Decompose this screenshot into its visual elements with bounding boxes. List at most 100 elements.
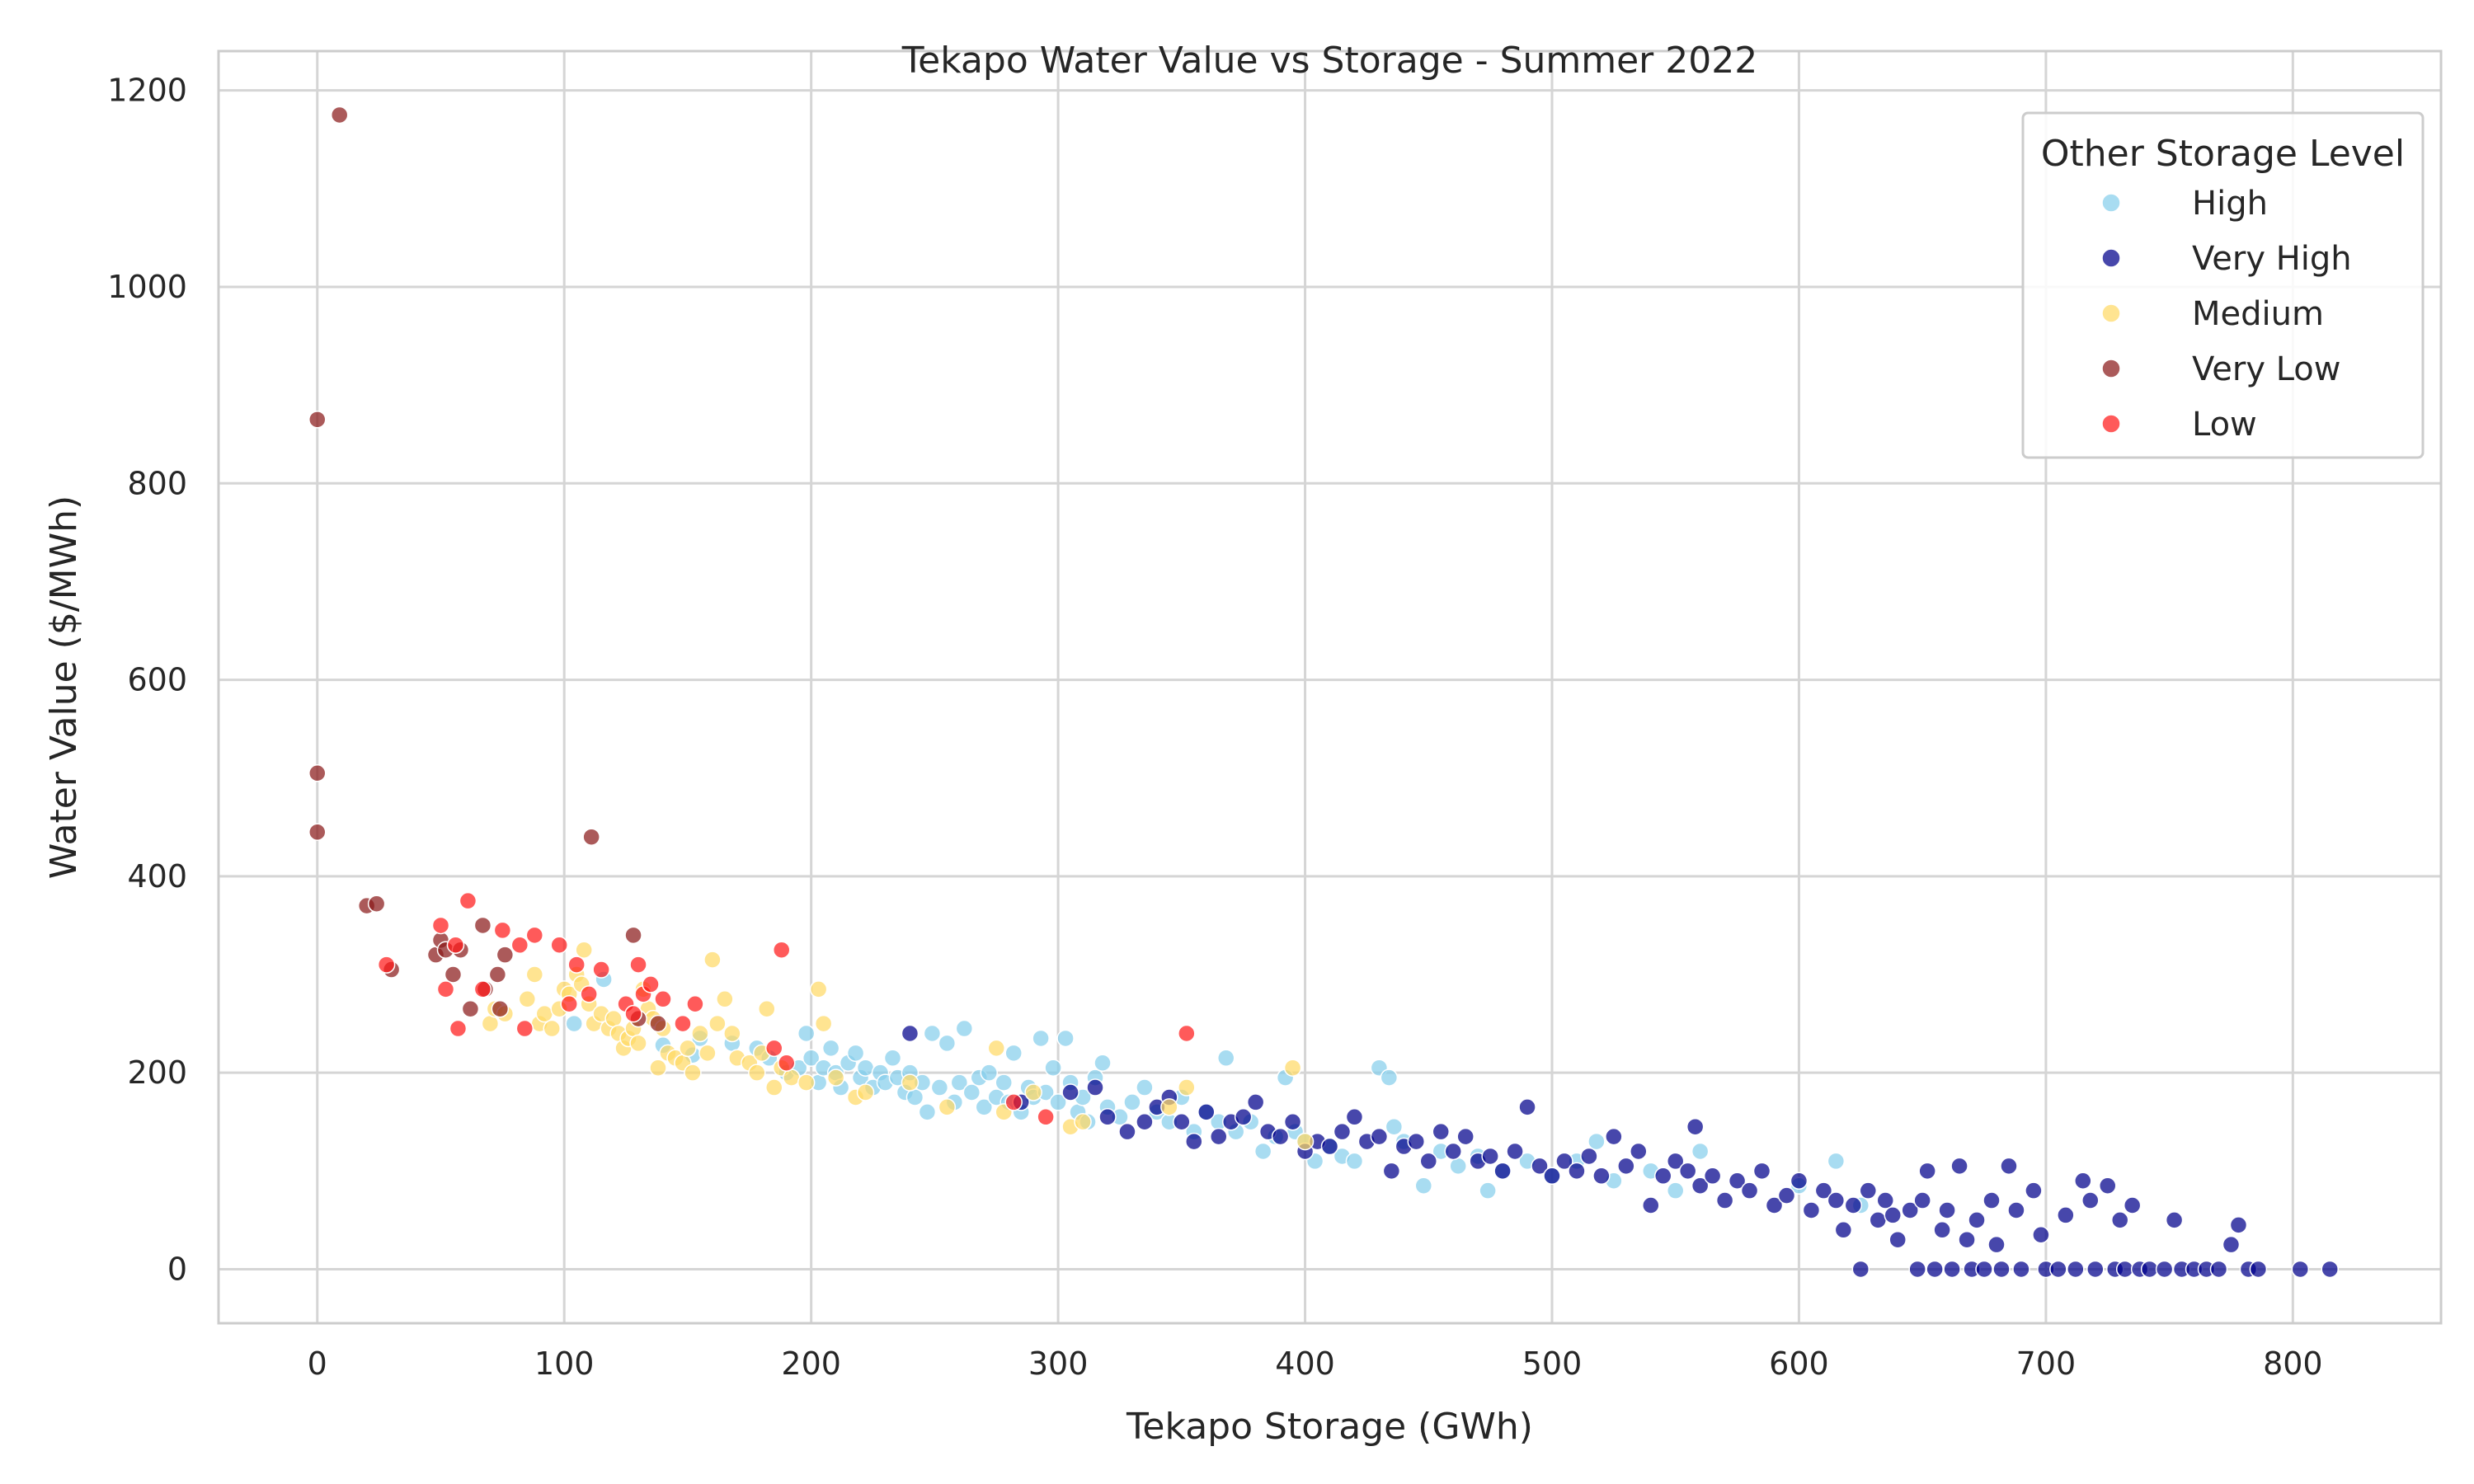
- data-point: [1938, 1201, 1956, 1219]
- data-point: [1859, 1181, 1878, 1200]
- data-point: [814, 1014, 833, 1033]
- data-point: [846, 1044, 865, 1063]
- data-point: [955, 1019, 974, 1038]
- data-point: [560, 995, 578, 1013]
- data-point: [1992, 1260, 2011, 1279]
- data-point: [2321, 1260, 2339, 1279]
- data-point: [1296, 1132, 1315, 1151]
- data-point: [2086, 1260, 2105, 1279]
- data-point: [1543, 1167, 1561, 1186]
- data-point: [1506, 1142, 1524, 1161]
- data-point: [758, 999, 776, 1018]
- data-point: [1407, 1132, 1426, 1151]
- data-point: [1913, 1191, 1931, 1209]
- data-point: [2081, 1191, 2100, 1209]
- data-point: [905, 1088, 924, 1106]
- data-point: [1004, 1093, 1023, 1111]
- data-point: [686, 995, 704, 1013]
- y-tick-labels: 0 200 400 600 800 1000 1200: [107, 73, 187, 1288]
- legend-label: Medium: [2192, 295, 2324, 333]
- data-point: [1765, 1196, 1784, 1214]
- data-point: [1888, 1230, 1907, 1249]
- data-point: [1118, 1122, 1136, 1141]
- data-point: [1642, 1196, 1660, 1214]
- legend-label: High: [2192, 185, 2268, 223]
- x-tick-label: 700: [2016, 1345, 2077, 1382]
- data-point: [1678, 1162, 1697, 1181]
- data-point: [308, 823, 327, 841]
- x-tick-label: 600: [1769, 1345, 1829, 1382]
- data-point: [565, 1014, 583, 1033]
- data-point: [1975, 1260, 1993, 1279]
- data-point: [797, 1073, 816, 1092]
- data-point: [703, 951, 722, 969]
- data-point: [1814, 1181, 1833, 1200]
- data-point: [2099, 1176, 2117, 1195]
- data-point: [2229, 1216, 2248, 1234]
- data-point: [901, 1024, 920, 1043]
- data-point: [716, 990, 734, 1008]
- y-tick-label: 1200: [107, 73, 187, 109]
- data-point: [1869, 1211, 1888, 1229]
- data-point: [473, 916, 492, 935]
- plot-frame: [217, 49, 2443, 1325]
- data-point: [1253, 1142, 1272, 1161]
- legend-item: Very High: [2101, 240, 2352, 278]
- x-tick-label: 200: [781, 1345, 841, 1382]
- data-point: [856, 1083, 875, 1101]
- data-point: [980, 1064, 999, 1082]
- data-point: [2025, 1181, 2043, 1200]
- data-point: [698, 1044, 717, 1063]
- data-point: [481, 1014, 500, 1033]
- series-very-low: [308, 106, 667, 1033]
- data-point: [1345, 1152, 1364, 1171]
- data-point: [1123, 1093, 1141, 1111]
- data-point: [1740, 1181, 1759, 1200]
- data-point: [691, 1024, 709, 1043]
- data-point: [1178, 1078, 1196, 1097]
- data-point: [592, 960, 610, 979]
- data-point: [1479, 1181, 1497, 1200]
- data-point: [679, 1039, 697, 1058]
- data-point: [821, 1039, 840, 1058]
- data-point: [748, 1064, 766, 1082]
- legend-marker: [2101, 359, 2121, 378]
- data-point: [567, 956, 586, 974]
- data-point: [2209, 1260, 2228, 1279]
- data-point: [604, 1009, 623, 1028]
- data-point: [1580, 1147, 1598, 1166]
- data-point: [308, 411, 327, 429]
- data-point: [1370, 1127, 1389, 1146]
- data-point: [493, 921, 512, 940]
- data-point: [2057, 1206, 2075, 1224]
- data-point: [642, 975, 660, 993]
- data-point: [2067, 1260, 2085, 1279]
- data-point: [525, 926, 544, 945]
- legend-box: [2021, 111, 2425, 459]
- chart-title: Tekapo Water Value vs Storage - Summer 2…: [901, 40, 1757, 82]
- data-point: [930, 1078, 949, 1097]
- y-tick-label: 400: [127, 858, 187, 895]
- data-point: [1333, 1122, 1352, 1141]
- legend-item: Low: [2101, 406, 2257, 444]
- data-point: [995, 1073, 1013, 1092]
- data-point: [1004, 1044, 1023, 1063]
- data-point: [1382, 1162, 1401, 1181]
- y-tick-label: 200: [127, 1054, 187, 1091]
- data-point: [1592, 1167, 1611, 1186]
- data-point: [708, 1014, 727, 1033]
- data-point: [1666, 1181, 1685, 1200]
- data-point: [2007, 1201, 2025, 1219]
- data-point: [723, 1024, 741, 1043]
- data-point: [1834, 1221, 1853, 1239]
- data-point: [1617, 1157, 1635, 1176]
- data-point: [2155, 1260, 2174, 1279]
- data-point: [987, 1039, 1005, 1058]
- data-point: [1234, 1108, 1253, 1126]
- data-point: [901, 1073, 920, 1092]
- data-point: [543, 1019, 561, 1038]
- data-point: [649, 1059, 667, 1077]
- data-point: [1827, 1152, 1846, 1171]
- data-point: [923, 1024, 942, 1043]
- legend-item: Medium: [2101, 295, 2324, 333]
